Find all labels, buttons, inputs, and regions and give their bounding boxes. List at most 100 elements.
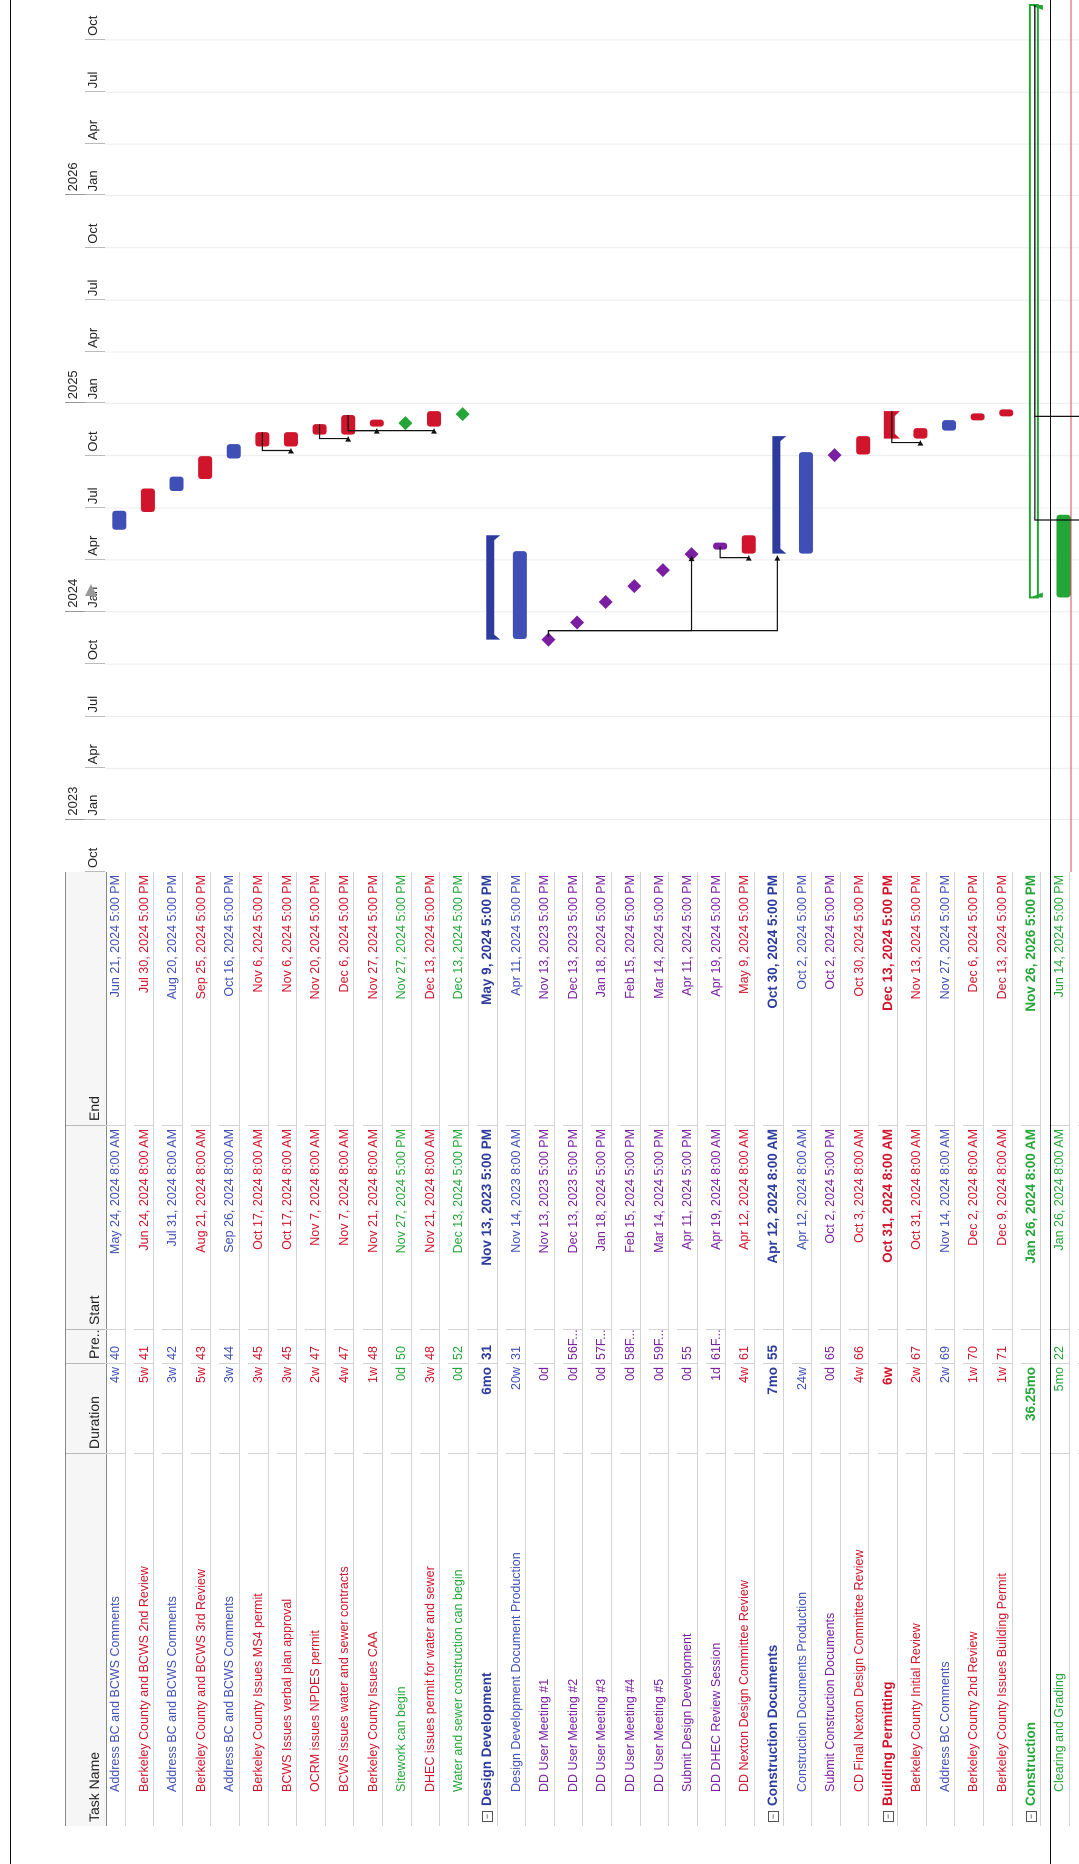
end-date-cell[interactable]: Oct 30, 2024 5:00 PM <box>763 872 784 1126</box>
duration-cell[interactable]: 1d <box>705 1364 726 1454</box>
task-name-cell[interactable]: Berkeley County Issues Building Permit <box>992 1454 1012 1826</box>
predecessors-cell[interactable]: 42 <box>162 1330 183 1364</box>
task-row[interactable]: DD User Meeting #4 0d 58F... Feb 15, 2024 5… <box>620 872 641 1826</box>
task-row[interactable]: Address BC and BCWS Comments 3w 44 Sep 26, … <box>219 872 241 1826</box>
task-row[interactable]: Submit Construction Documents 0d 65 Oct 2, … <box>820 872 841 1826</box>
start-date-cell[interactable]: Oct 3, 2024 8:00 AM <box>848 1126 869 1330</box>
milestone-diamond[interactable] <box>684 547 699 562</box>
end-date-cell[interactable]: Dec 13, 2024 5:00 PM <box>419 872 440 1126</box>
start-date-cell[interactable]: Dec 13, 2023 5:00 PM <box>562 1126 583 1330</box>
task-name-cell[interactable]: − Design Development <box>477 1454 497 1826</box>
predecessors-cell[interactable]: 31 <box>476 1330 497 1364</box>
task-name-cell[interactable]: DD DHEC Review Session <box>706 1454 726 1826</box>
task-row[interactable]: Design Development Document Production 20… <box>505 872 527 1826</box>
collapse-toggle-icon[interactable]: − <box>768 1811 780 1822</box>
collapse-toggle-icon[interactable]: − <box>882 1811 894 1822</box>
task-row[interactable]: DD Nexton Design Committee Review 4w 61 Apr… <box>734 872 756 1826</box>
end-date-cell[interactable]: Jul 30, 2024 5:00 PM <box>133 872 154 1126</box>
start-date-cell[interactable]: May 24, 2024 8:00 AM <box>105 1126 125 1330</box>
summary-row[interactable]: − Building Permitting 6w Oct 31, 2024 8:00 … <box>877 872 899 1826</box>
task-row[interactable]: Address BC Comments 2w 69 Nov 14, 2024 8:00… <box>934 872 956 1826</box>
end-date-cell[interactable]: Dec 13, 2024 5:00 PM <box>877 872 898 1126</box>
predecessors-cell[interactable]: 48 <box>362 1330 383 1364</box>
duration-cell[interactable]: 36.25mo <box>1020 1364 1041 1454</box>
duration-cell[interactable]: 4w <box>105 1364 125 1454</box>
predecessors-cell[interactable]: 61 <box>734 1330 755 1364</box>
predecessors-cell[interactable]: 67 <box>906 1330 927 1364</box>
milestone-diamond[interactable] <box>398 416 413 431</box>
milestone-diamond[interactable] <box>827 448 842 463</box>
duration-cell[interactable]: 7mo <box>763 1364 784 1454</box>
duration-cell[interactable]: 4w <box>848 1364 869 1454</box>
end-date-cell[interactable]: Oct 2, 2024 5:00 PM <box>791 872 812 1126</box>
column-header-predecessors[interactable]: Pre... <box>66 1330 106 1364</box>
predecessors-cell[interactable]: 50 <box>391 1330 412 1364</box>
summary-row[interactable]: − Construction 36.25mo Jan 26, 2024 8:00 AM… <box>1020 872 1042 1826</box>
end-date-cell[interactable]: Aug 20, 2024 5:00 PM <box>162 872 183 1126</box>
predecessors-cell[interactable]: 45 <box>276 1330 297 1364</box>
end-date-cell[interactable]: Apr 19, 2024 5:00 PM <box>705 872 726 1126</box>
task-bar[interactable] <box>512 551 527 640</box>
end-date-cell[interactable]: May 9, 2024 5:00 PM <box>734 872 755 1126</box>
predecessors-cell[interactable] <box>1020 1330 1041 1364</box>
start-date-cell[interactable]: Nov 21, 2024 8:00 AM <box>362 1126 383 1330</box>
task-name-cell[interactable]: − Construction <box>1021 1454 1041 1826</box>
task-row[interactable]: Berkeley County Issues MS4 permit 3w 45 Oct… <box>248 872 269 1826</box>
predecessors-cell[interactable]: 61F... <box>705 1330 726 1364</box>
start-date-cell[interactable]: Nov 14, 2024 8:00 AM <box>934 1126 955 1330</box>
end-date-cell[interactable]: Dec 6, 2024 5:00 PM <box>333 872 354 1126</box>
duration-cell[interactable]: 6mo <box>476 1364 497 1454</box>
task-row[interactable]: Address BC and BCWS Comments 3w 42 Jul 31, … <box>162 872 183 1826</box>
summary-row[interactable]: − Construction Documents 7mo 55 Apr 12, 2024… <box>763 872 784 1826</box>
task-name-cell[interactable]: BCWS issues water and sewer contracts <box>334 1454 354 1826</box>
task-name-cell[interactable]: Berkeley County Issues MS4 permit <box>248 1454 268 1826</box>
task-row[interactable]: Berkeley County Issues Building Permit 1w… <box>991 872 1013 1826</box>
predecessors-cell[interactable]: 22 <box>1049 1330 1070 1364</box>
task-name-cell[interactable]: DD User Meeting #4 <box>620 1454 640 1826</box>
start-date-cell[interactable]: Apr 11, 2024 5:00 PM <box>677 1126 698 1330</box>
predecessors-cell[interactable] <box>877 1330 898 1364</box>
task-bar[interactable] <box>713 542 728 550</box>
start-date-cell[interactable]: Nov 14, 2023 8:00 AM <box>505 1126 526 1330</box>
predecessors-cell[interactable]: 69 <box>934 1330 955 1364</box>
task-name-cell[interactable]: Berkeley County and BCWS 2nd Review <box>134 1454 154 1826</box>
start-date-cell[interactable]: Jun 24, 2024 8:00 AM <box>133 1126 154 1330</box>
predecessors-cell[interactable]: 40 <box>105 1330 125 1364</box>
start-date-cell[interactable]: Oct 2, 2024 5:00 PM <box>820 1126 841 1330</box>
task-name-cell[interactable]: DD User Meeting #2 <box>563 1454 583 1826</box>
duration-cell[interactable]: 1w <box>963 1364 984 1454</box>
task-row[interactable]: Address BC and BCWS Comments 4w 40 May 24, … <box>105 872 126 1826</box>
start-date-cell[interactable]: Apr 12, 2024 8:00 AM <box>734 1126 755 1330</box>
end-date-cell[interactable]: Nov 27, 2024 5:00 PM <box>934 872 955 1126</box>
start-date-cell[interactable]: Nov 21, 2024 8:00 AM <box>419 1126 440 1330</box>
start-date-cell[interactable]: Dec 9, 2024 8:00 AM <box>991 1126 1012 1330</box>
end-date-cell[interactable]: Nov 26, 2026 5:00 PM <box>1020 872 1041 1126</box>
duration-cell[interactable]: 0d <box>562 1364 583 1454</box>
start-date-cell[interactable]: Feb 15, 2024 5:00 PM <box>620 1126 640 1330</box>
task-bar[interactable] <box>1056 514 1071 598</box>
task-row[interactable]: Berkeley County and BCWS 2nd Review 5w 41 J… <box>133 872 155 1826</box>
end-date-cell[interactable]: Oct 16, 2024 5:00 PM <box>219 872 240 1126</box>
task-name-cell[interactable]: Address BC and BCWS Comments <box>162 1454 182 1826</box>
predecessors-cell[interactable]: 65 <box>820 1330 841 1364</box>
start-date-cell[interactable]: Jan 18, 2024 5:00 PM <box>591 1126 612 1330</box>
duration-cell[interactable]: 1w <box>362 1364 383 1454</box>
predecessors-cell[interactable]: 45 <box>248 1330 269 1364</box>
start-date-cell[interactable]: Oct 31, 2024 8:00 AM <box>877 1126 898 1330</box>
duration-cell[interactable]: 20w <box>505 1364 526 1454</box>
predecessors-cell[interactable]: 47 <box>305 1330 326 1364</box>
task-name-cell[interactable]: − Construction Documents <box>763 1454 783 1826</box>
start-date-cell[interactable]: Dec 2, 2024 8:00 AM <box>963 1126 984 1330</box>
summary-bar-cap[interactable] <box>1029 4 1043 598</box>
predecessors-cell[interactable]: 55 <box>763 1330 784 1364</box>
summary-bar[interactable] <box>1028 3 1039 599</box>
start-date-cell[interactable]: Nov 7, 2024 8:00 AM <box>305 1126 326 1330</box>
task-row[interactable]: Sitework can begin 0d 50 Nov 27, 2024 5:00 … <box>391 872 412 1826</box>
start-date-cell[interactable]: Oct 17, 2024 8:00 AM <box>276 1126 297 1330</box>
milestone-diamond[interactable] <box>455 407 470 422</box>
duration-cell[interactable]: 3w <box>276 1364 297 1454</box>
end-date-cell[interactable]: Nov 13, 2023 5:00 PM <box>534 872 555 1126</box>
task-row[interactable]: Water and sewer construction can begin 0d… <box>448 872 469 1826</box>
end-date-cell[interactable]: May 9, 2024 5:00 PM <box>476 872 497 1126</box>
task-name-cell[interactable]: DD User Meeting #3 <box>591 1454 611 1826</box>
